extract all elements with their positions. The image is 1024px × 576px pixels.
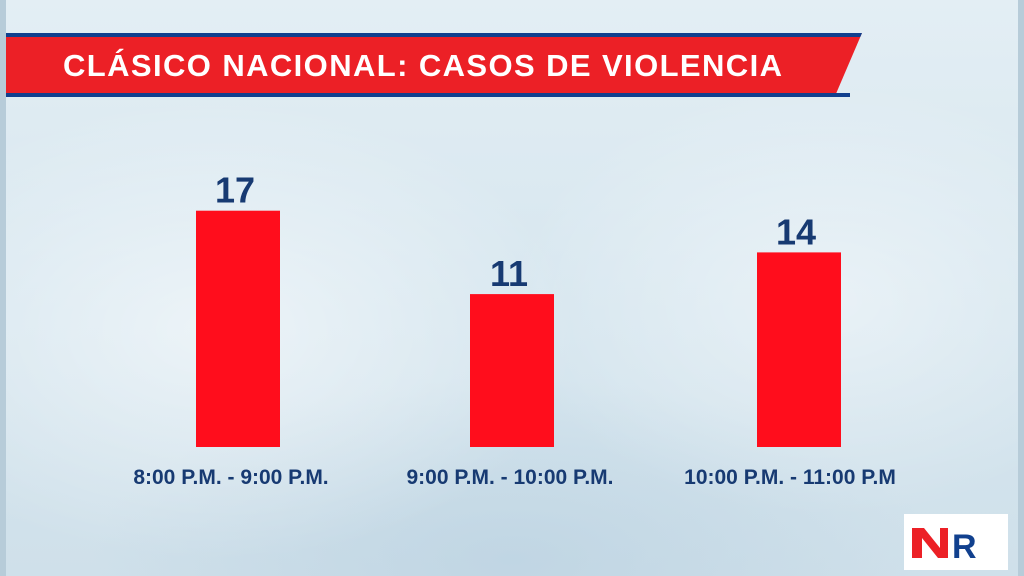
- value-label-3: 14: [776, 211, 816, 252]
- category-label-2: 9:00 P.M. - 10:00 P.M.: [407, 466, 614, 489]
- title-underline: [6, 93, 850, 97]
- frame-right: [1018, 0, 1024, 576]
- svg-text:R: R: [952, 528, 977, 566]
- category-label-1: 8:00 P.M. - 9:00 P.M.: [133, 466, 328, 489]
- bar-3: [757, 252, 841, 447]
- value-label-1: 17: [215, 170, 255, 211]
- frame-left: [0, 0, 6, 576]
- channel-logo: R: [904, 514, 1008, 570]
- value-label-2: 11: [490, 253, 528, 294]
- title-banner: [6, 33, 862, 93]
- bar-1: [196, 210, 280, 447]
- nr-logo-icon: R: [912, 528, 977, 566]
- category-label-3: 10:00 P.M. - 11:00 P.M: [684, 466, 896, 489]
- bar-2: [470, 294, 554, 447]
- chart-title: CLÁSICO NACIONAL: CASOS DE VIOLENCIA: [63, 48, 784, 83]
